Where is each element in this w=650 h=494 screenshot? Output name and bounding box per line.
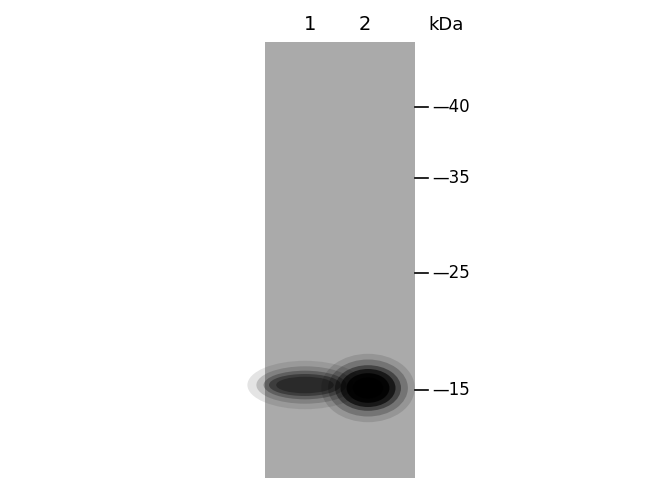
Ellipse shape (264, 370, 346, 399)
Text: —35: —35 (432, 169, 470, 187)
Text: —40: —40 (432, 98, 469, 116)
Ellipse shape (346, 373, 389, 403)
Ellipse shape (269, 374, 341, 396)
Text: —25: —25 (432, 264, 470, 282)
Bar (265, 42, 415, 478)
Ellipse shape (353, 377, 383, 399)
Ellipse shape (335, 365, 401, 411)
Text: kDa: kDa (428, 16, 463, 34)
Text: 2: 2 (359, 15, 371, 35)
Ellipse shape (248, 361, 363, 409)
Text: —15: —15 (432, 381, 470, 399)
Ellipse shape (321, 354, 415, 422)
Text: 1: 1 (304, 15, 316, 35)
Ellipse shape (328, 360, 408, 416)
Ellipse shape (341, 369, 395, 407)
Ellipse shape (276, 377, 334, 393)
Ellipse shape (256, 366, 354, 404)
